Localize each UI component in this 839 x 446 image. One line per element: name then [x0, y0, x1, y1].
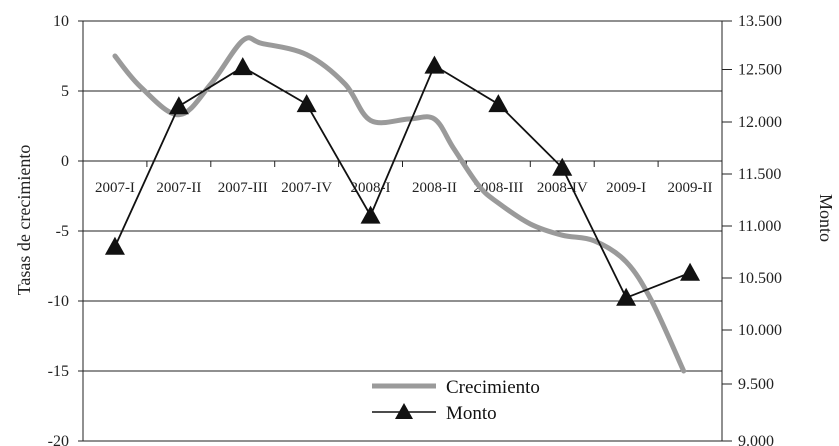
- y2-tick-label: 10.500: [738, 270, 782, 287]
- monto-point: [680, 262, 701, 281]
- monto-point: [168, 96, 189, 115]
- legend-monto-label: Monto: [446, 403, 497, 424]
- crecimiento-line: [112, 35, 687, 374]
- y-axis-title: Tasas de crecimiento: [14, 145, 34, 296]
- y2-tick-label: 13.500: [738, 13, 782, 30]
- series-monto: [104, 55, 701, 306]
- y-tick-label: 0: [61, 153, 69, 170]
- category-label: 2008-IV: [537, 180, 588, 196]
- category-label: 2008-II: [412, 180, 457, 196]
- y-tick-label: -10: [48, 293, 69, 310]
- y-tick-label: 10: [53, 13, 69, 30]
- monto-point: [488, 94, 509, 113]
- y2-axis-title: Monto: [816, 194, 836, 242]
- category-label: 2007-III: [218, 180, 268, 196]
- category-labels: 2007-I 2007-II 2007-III 2007-IV 2008-I 2008-I…: [95, 180, 713, 196]
- y2-tick-label: 11.500: [738, 166, 781, 183]
- legend-crecimiento-label: Crecimiento: [446, 377, 540, 398]
- y2-tick-label: 11.000: [738, 218, 781, 235]
- y2-tick-label: 9.500: [738, 376, 774, 393]
- series-crecimiento: [112, 35, 687, 374]
- category-label: 2007-I: [95, 180, 135, 196]
- monto-line: [114, 64, 691, 299]
- monto-point: [552, 157, 573, 176]
- monto-point: [616, 287, 637, 306]
- category-label: 2007-IV: [281, 180, 332, 196]
- axes: [78, 20, 732, 442]
- y-tick-label: -5: [56, 223, 69, 240]
- category-label: 2009-II: [668, 180, 713, 196]
- right-axis-ticks: 13.500 12.500 12.000 11.500 11.000 10.500 10.0…: [738, 13, 782, 446]
- category-label: 2009-I: [606, 180, 646, 196]
- y2-tick-label: 12.500: [738, 62, 782, 79]
- monto-point: [424, 55, 445, 74]
- category-label: 2007-II: [156, 180, 201, 196]
- y-tick-label: -15: [48, 363, 69, 380]
- y-tick-label: 5: [61, 83, 69, 100]
- left-axis-ticks: 10 5 0 -5 -10 -15 -20: [48, 13, 69, 446]
- gridlines: [83, 20, 722, 372]
- legend: Crecimiento Monto: [372, 377, 540, 424]
- monto-point: [296, 94, 317, 113]
- monto-point: [232, 57, 253, 76]
- y2-tick-label: 10.000: [738, 322, 782, 339]
- monto-point: [360, 205, 381, 224]
- monto-point: [104, 236, 125, 255]
- y2-tick-label: 12.000: [738, 114, 782, 131]
- legend-monto-marker: [395, 403, 413, 419]
- y-tick-label: -20: [48, 433, 69, 446]
- y2-tick-label: 9.000: [738, 433, 774, 446]
